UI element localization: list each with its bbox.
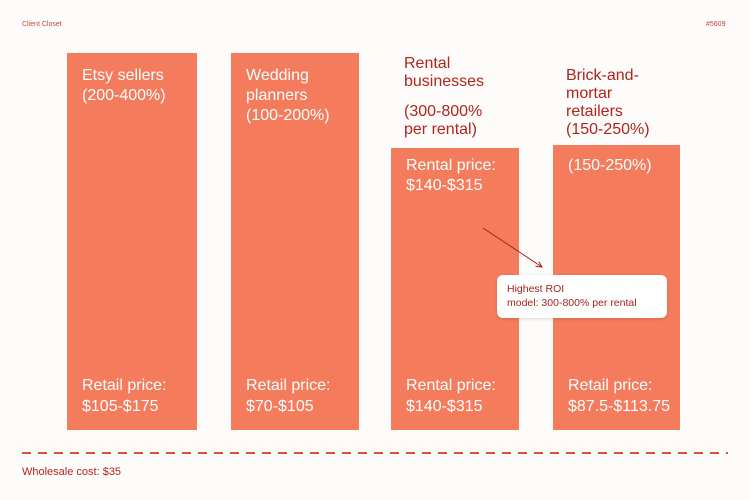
bar bbox=[231, 53, 359, 430]
retail-price: $105-$175 bbox=[82, 398, 159, 415]
retail-price: Rental price: bbox=[406, 377, 496, 394]
column-label: $140-$315 bbox=[406, 177, 483, 194]
callout-line: model: 300-800% per rental bbox=[507, 297, 637, 309]
callout: Highest ROI model: 300-800% per rental bbox=[497, 275, 667, 318]
column-heading: retailers bbox=[566, 103, 623, 120]
retail-price: Retail price: bbox=[246, 377, 331, 394]
column-label: Rental price: bbox=[406, 157, 496, 174]
column-label: Etsy sellers bbox=[82, 67, 164, 84]
retail-price: $70-$105 bbox=[246, 398, 314, 415]
callout-arrow bbox=[482, 227, 542, 267]
column-label: (200-400%) bbox=[82, 87, 166, 104]
column-label: planners bbox=[246, 87, 308, 104]
column-heading: Brick-and- bbox=[566, 67, 639, 84]
footer: Wholesale cost: $35 bbox=[22, 466, 122, 478]
column-label: Wedding bbox=[246, 67, 309, 84]
retail-price: $140-$315 bbox=[406, 398, 483, 415]
column-label: (100-200%) bbox=[246, 107, 330, 124]
retail-price: Retail price: bbox=[82, 377, 167, 394]
retail-price: Retail price: bbox=[568, 377, 653, 394]
callout-line: Highest ROI bbox=[507, 283, 565, 295]
bar bbox=[67, 53, 197, 430]
column-heading: (300-800% bbox=[404, 103, 483, 120]
page-id: #5609 bbox=[706, 21, 726, 28]
column-heading: businesses bbox=[404, 73, 485, 90]
column-heading: per rental) bbox=[404, 121, 477, 138]
retail-price: $87.5-$113.75 bbox=[568, 398, 671, 415]
brand: Client Closet bbox=[22, 21, 62, 28]
column-label: (150-250%) bbox=[568, 157, 652, 174]
column-heading: mortar bbox=[566, 85, 613, 102]
column-heading: Rental bbox=[404, 55, 451, 72]
column-heading: (150-250%) bbox=[566, 121, 650, 138]
